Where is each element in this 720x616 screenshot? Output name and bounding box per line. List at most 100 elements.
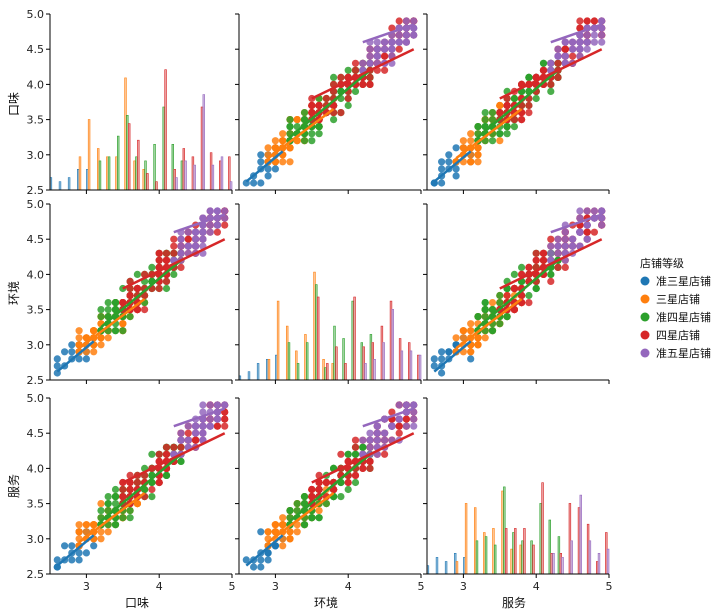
- panel-1-2: [423, 203, 610, 384]
- scatter-point: [155, 478, 163, 487]
- scatter-point: [488, 299, 497, 307]
- legend-marker: [640, 330, 650, 340]
- hist-bar: [67, 177, 71, 191]
- scatter-point: [111, 299, 120, 307]
- scatter-point: [496, 291, 504, 300]
- regression-line: [362, 407, 415, 428]
- scatter-point: [257, 158, 265, 166]
- y-tick-label: 5.0: [27, 8, 45, 21]
- hist-bar: [171, 144, 174, 191]
- scatter-point: [388, 38, 396, 46]
- scatter-point: [474, 144, 482, 152]
- scatter-point: [351, 471, 360, 479]
- panels-layer: 2.53.03.54.04.55.02.53.03.54.04.55.02.53…: [27, 8, 613, 593]
- y-axis-label-row-1: 环境: [6, 281, 21, 305]
- legend-label: 准五星店铺: [656, 346, 711, 360]
- scatter-point: [344, 485, 352, 494]
- scatter-point: [395, 415, 403, 423]
- hist-bar: [548, 519, 552, 575]
- scatter-point: [155, 249, 163, 257]
- scatter-point: [279, 137, 287, 145]
- scatter-point: [75, 556, 83, 564]
- scatter-point: [271, 137, 279, 145]
- panel-0-0: 2.5 3.0 3.5 4.0 4.5 5.0: [27, 8, 233, 197]
- scatter-point: [481, 299, 489, 307]
- scatter-point: [155, 256, 163, 264]
- scatter-point: [402, 17, 410, 25]
- hist-bar: [155, 181, 158, 191]
- scatter-point: [576, 38, 584, 46]
- scatter-point: [61, 348, 69, 356]
- scatter-point: [598, 221, 606, 229]
- hist-bar: [541, 482, 544, 575]
- scatter-point: [177, 429, 185, 437]
- scatter-point: [68, 542, 76, 550]
- regression-line: [477, 259, 559, 329]
- scatter-point: [82, 521, 90, 529]
- hist-bar: [333, 325, 336, 381]
- regression-line: [245, 534, 284, 567]
- scatter-point: [351, 87, 360, 95]
- scatter-point: [286, 528, 294, 536]
- scatter-point: [459, 144, 467, 152]
- scatter-point: [148, 263, 156, 271]
- scatter-point: [206, 221, 214, 229]
- scatter-point: [410, 415, 418, 423]
- scatter-point: [97, 341, 105, 349]
- scatter-point: [300, 500, 309, 508]
- scatter-point: [366, 429, 374, 437]
- scatter-point: [213, 415, 221, 423]
- regression-line: [433, 340, 472, 373]
- scatter-point: [206, 415, 214, 423]
- scatter-point: [250, 179, 258, 187]
- regression-line: [78, 492, 146, 544]
- scatter-point: [395, 38, 403, 46]
- y-tick-label: 2.5: [27, 568, 45, 581]
- scatter-point: [141, 306, 149, 314]
- scatter-point: [192, 429, 200, 437]
- scatter-point: [474, 341, 482, 349]
- scatter-point: [598, 207, 606, 215]
- scatter-point: [381, 52, 389, 60]
- scatter-point: [162, 471, 171, 479]
- scatter-point: [97, 306, 105, 314]
- panel-1-1: [235, 203, 422, 384]
- scatter-point: [308, 137, 316, 145]
- scatter-point: [503, 130, 511, 138]
- scatter-point: [366, 80, 374, 88]
- scatter-point: [366, 443, 374, 451]
- scatter-point: [104, 299, 112, 307]
- scatter-point: [264, 144, 272, 152]
- scatter-point: [177, 242, 185, 250]
- panel-0-1: [235, 13, 422, 194]
- scatter-point: [286, 123, 294, 131]
- scatter-point: [271, 521, 279, 529]
- scatter-point: [213, 401, 221, 409]
- scatter-point: [388, 408, 396, 416]
- hist-bar: [335, 346, 338, 381]
- scatter-point: [569, 235, 577, 243]
- scatter-point: [539, 59, 548, 67]
- scatter-point: [510, 123, 518, 131]
- hist-bar: [552, 552, 555, 575]
- hist-bar: [369, 334, 373, 381]
- scatter-point: [373, 38, 381, 46]
- scatter-point: [525, 291, 533, 300]
- scatter-point: [97, 535, 105, 543]
- scatter-point: [177, 443, 185, 451]
- scatter-point: [279, 514, 287, 522]
- scatter-point: [496, 320, 504, 328]
- scatter-point: [286, 116, 294, 124]
- scatter-point: [271, 144, 279, 152]
- scatter-point: [264, 556, 272, 564]
- hist-bar: [164, 69, 167, 191]
- scatter-point: [547, 270, 555, 278]
- scatter-point: [532, 256, 540, 264]
- y-tick-label: 3.0: [27, 533, 45, 546]
- y-tick-label: 3.0: [27, 149, 45, 162]
- hist-bar: [353, 296, 356, 381]
- hist-bar: [117, 135, 120, 191]
- scatter-point: [119, 320, 127, 328]
- scatter-point: [322, 478, 330, 487]
- y-axis-labels: 口味 环境 服务: [6, 92, 21, 498]
